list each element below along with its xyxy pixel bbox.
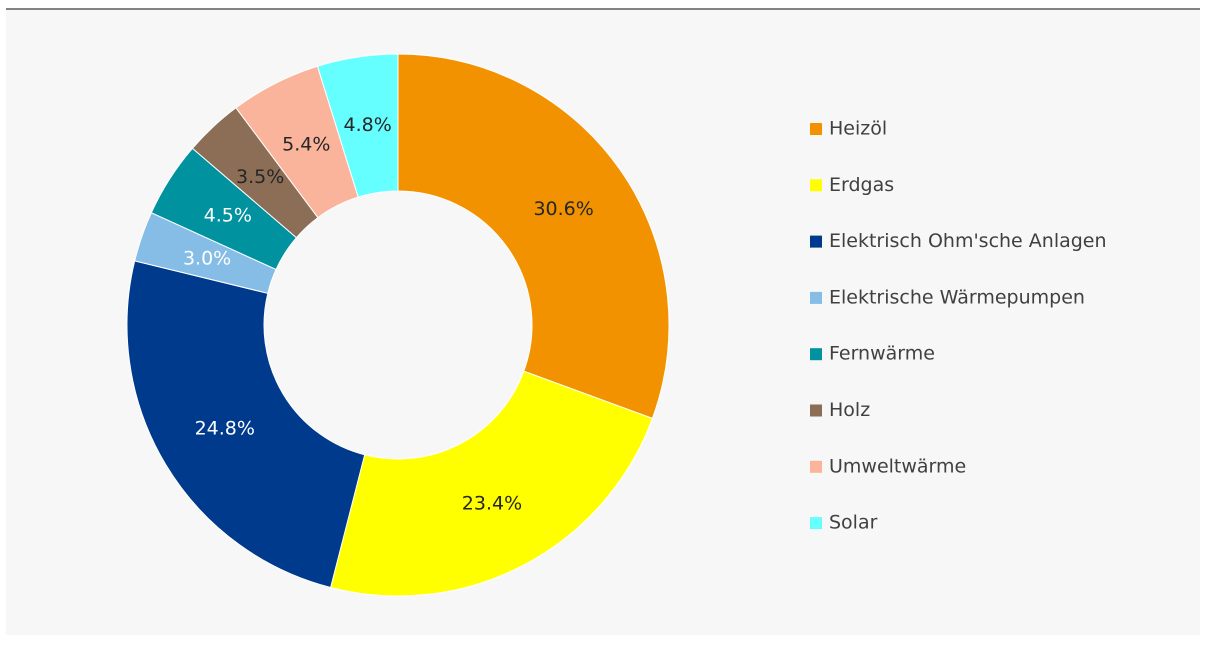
legend-swatch (810, 460, 822, 473)
legend-swatch (810, 179, 822, 192)
donut-segment (397, 53, 670, 420)
data-label: 5.4% (282, 134, 330, 156)
legend-label: Fernwärme (829, 343, 935, 365)
legend-swatch (810, 517, 822, 530)
legend-label: Elektrische Wärmepumpen (829, 286, 1085, 308)
legend-label: Umweltwärme (829, 455, 966, 477)
legend-swatch (810, 235, 822, 248)
legend-label: Solar (829, 512, 878, 534)
data-label: 3.5% (236, 166, 284, 188)
donut-segment (329, 370, 654, 597)
legend-swatch (810, 123, 822, 135)
data-label: 3.0% (183, 247, 231, 269)
data-label: 4.8% (344, 114, 392, 136)
legend-swatch (810, 291, 822, 304)
legend-swatch (810, 404, 822, 417)
legend-label: Holz (829, 399, 870, 421)
donut-segment (316, 53, 399, 198)
donut-segment (126, 260, 366, 589)
legend-label: Elektrisch Ohm'sche Anlagen (829, 230, 1107, 252)
data-label: 24.8% (195, 417, 255, 439)
legend-swatch (810, 348, 822, 361)
legend-label: Heizöl (829, 118, 887, 140)
data-label: 30.6% (533, 198, 593, 220)
data-label: 23.4% (462, 492, 522, 514)
legend-label: Erdgas (829, 174, 894, 196)
data-label: 4.5% (204, 205, 252, 227)
